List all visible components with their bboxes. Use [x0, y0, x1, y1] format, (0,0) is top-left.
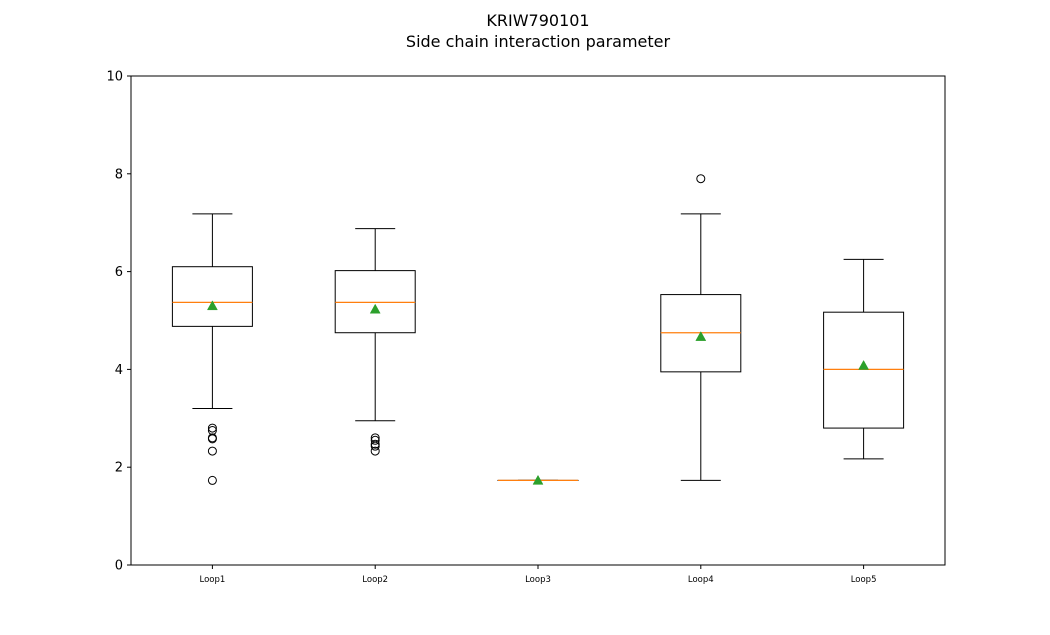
- outlier-point: [696, 174, 706, 184]
- y-tick-label: 0: [115, 559, 123, 574]
- mean-marker: [206, 300, 218, 311]
- plot-area: 0 2 4 6 8 10 Loop1 Loop2 Loop3 Loop4 Loop5: [106, 70, 905, 585]
- x-tick-label: Loop2: [362, 575, 388, 585]
- chart-title-line-1: KRIW790101: [486, 11, 589, 30]
- axes-frame: [130, 75, 946, 566]
- iqr-box: [823, 311, 905, 429]
- outlier-point: [370, 435, 380, 445]
- outlier-point: [207, 423, 217, 433]
- mean-marker: [695, 331, 707, 341]
- outlier-point: [207, 434, 217, 444]
- x-tick-label: Loop4: [688, 575, 714, 585]
- y-tick-label: 8: [115, 167, 123, 182]
- iqr-box: [171, 266, 253, 327]
- x-tick-label: Loop5: [851, 575, 877, 585]
- mean-marker: [858, 359, 870, 370]
- outlier-point: [207, 475, 217, 485]
- y-tick-label: 4: [115, 363, 123, 378]
- y-tick-label: 6: [115, 265, 123, 280]
- outlier-point: [370, 441, 380, 451]
- mean-marker: [369, 303, 381, 314]
- y-tick-label: 2: [115, 461, 123, 476]
- chart-title-line-2: Side chain interaction parameter: [406, 32, 671, 51]
- x-tick-label: Loop3: [525, 575, 551, 585]
- outlier-point: [207, 446, 217, 456]
- mean-marker: [532, 474, 544, 485]
- outlier-point: [370, 446, 380, 456]
- y-tick-label: 10: [106, 70, 123, 85]
- iqr-box: [334, 270, 416, 334]
- x-tick-label: Loop1: [200, 575, 226, 585]
